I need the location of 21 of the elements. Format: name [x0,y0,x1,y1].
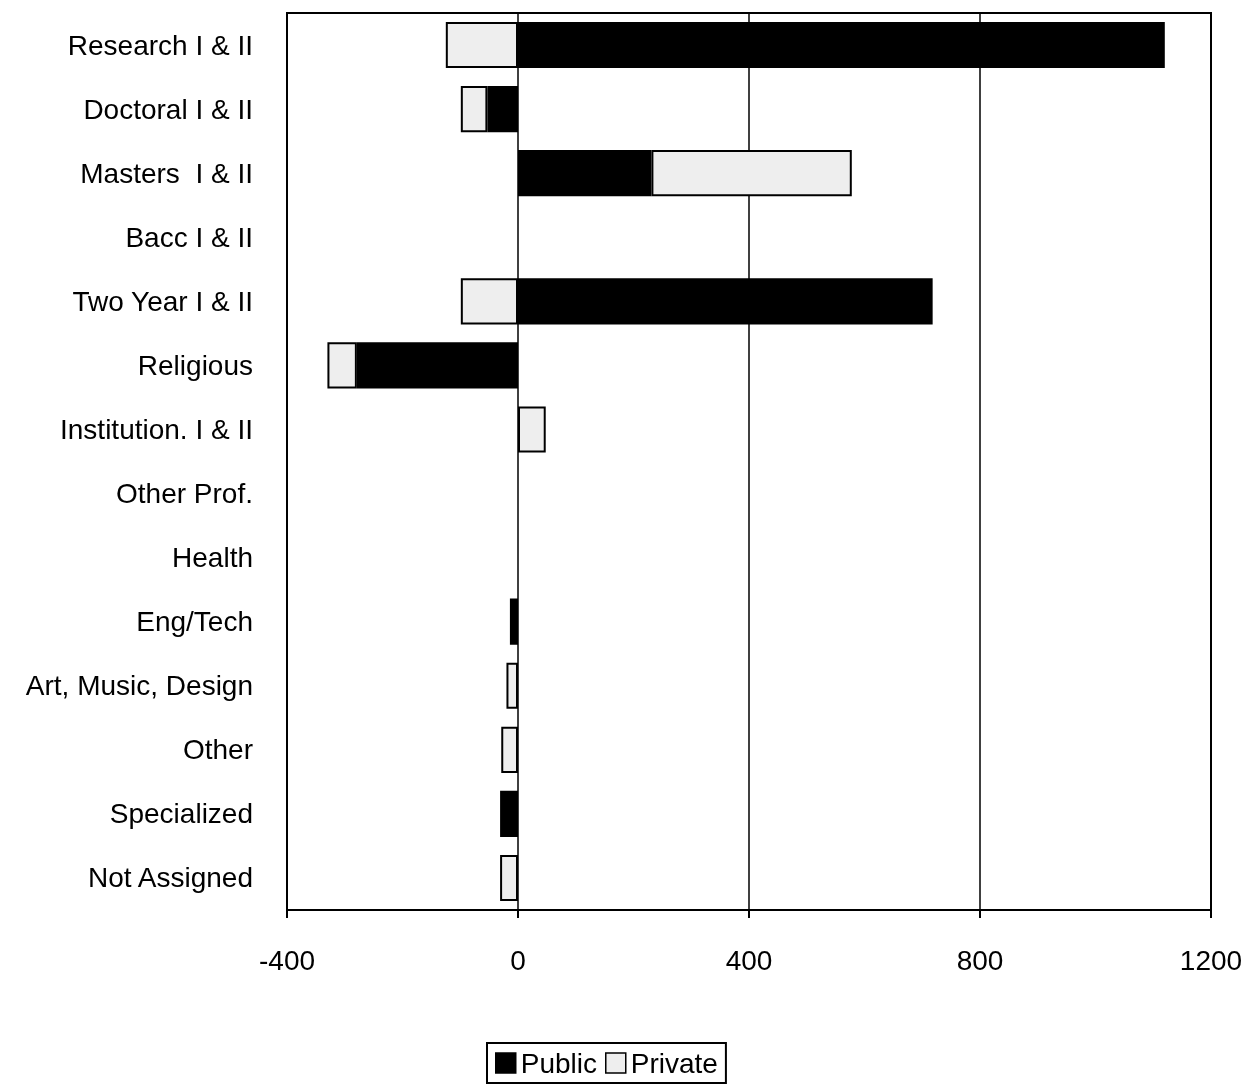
y-tick-label: Research I & II [67,29,253,61]
y-tick-label: Art, Music, Design [25,670,253,702]
y-tick-label: Not Assigned [88,862,253,894]
y-tick-label: Eng/Tech [136,606,253,638]
x-tick-label: 0 [510,944,526,976]
y-tick-label: Health [172,542,253,574]
y-tick-label: Other [182,734,253,766]
y-tick-label: Institution. I & II [60,413,253,445]
x-tick-label: -400 [258,944,316,976]
y-tick-label: Bacc I & II [125,221,253,253]
y-tick-label: Two Year I & II [72,285,253,317]
y-tick-label: Doctoral I & II [83,93,253,125]
legend-label: Private [630,1047,718,1079]
y-tick-label: Religious [137,349,253,381]
y-tick-label: Specialized [109,798,253,830]
x-tick-label: 400 [725,944,773,976]
y-tick-label: Other Prof. [116,478,253,510]
x-tick-label: 800 [956,944,1004,976]
legend-label: Public [520,1047,598,1079]
x-tick-label: 1200 [1179,944,1243,976]
y-tick-label: Masters I & II [80,157,253,189]
